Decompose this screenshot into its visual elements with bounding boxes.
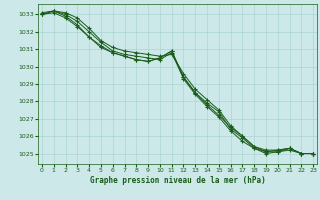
X-axis label: Graphe pression niveau de la mer (hPa): Graphe pression niveau de la mer (hPa): [90, 176, 266, 185]
